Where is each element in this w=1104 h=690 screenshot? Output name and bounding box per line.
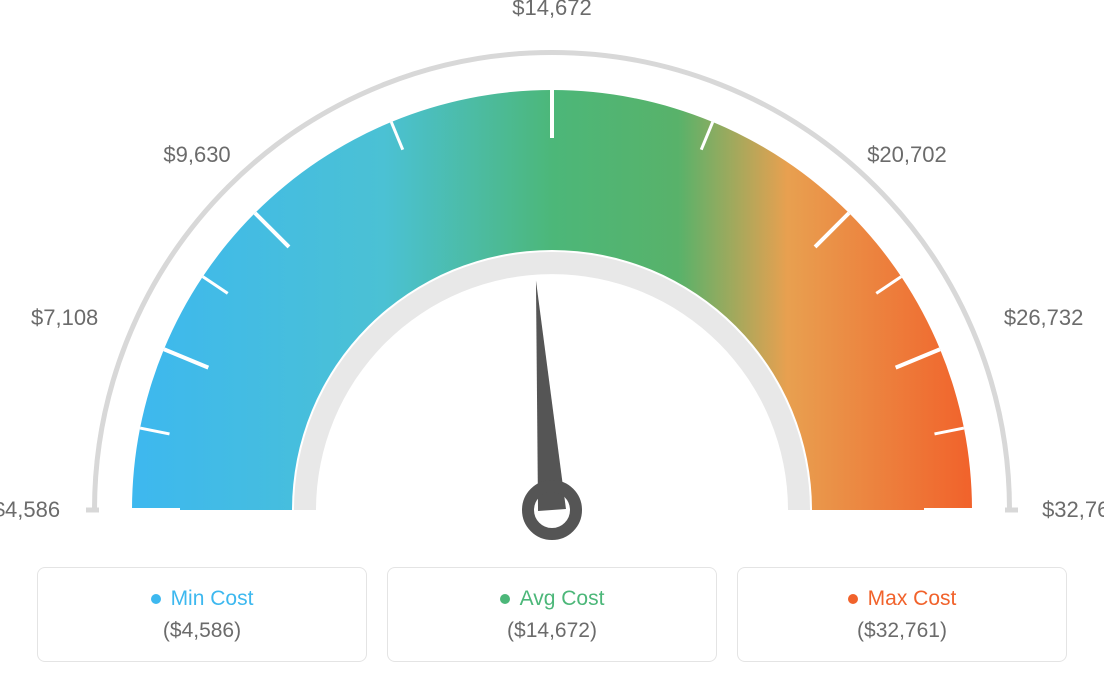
gauge-tick-label: $20,702 <box>867 142 947 168</box>
gauge-tick-label: $9,630 <box>163 142 230 168</box>
legend-min-value: ($4,586) <box>163 619 241 643</box>
legend-avg-label: Avg Cost <box>520 587 605 611</box>
gauge-tick-label: $4,586 <box>0 497 60 523</box>
legend-card-min: Min Cost ($4,586) <box>37 567 367 662</box>
gauge-chart: $4,586$7,108$9,630$14,672$20,702$26,732$… <box>52 10 1052 550</box>
legend-card-max: Max Cost ($32,761) <box>737 567 1067 662</box>
legend-row: Min Cost ($4,586) Avg Cost ($14,672) Max… <box>0 567 1104 662</box>
legend-max-label: Max Cost <box>868 587 957 611</box>
legend-avg-value: ($14,672) <box>507 619 597 643</box>
gauge-tick-label: $7,108 <box>31 305 98 331</box>
legend-min-label: Min Cost <box>171 587 254 611</box>
legend-max-value: ($32,761) <box>857 619 947 643</box>
legend-max-top: Max Cost <box>848 587 957 611</box>
legend-avg-top: Avg Cost <box>500 587 605 611</box>
legend-card-avg: Avg Cost ($14,672) <box>387 567 717 662</box>
dot-icon <box>151 594 161 604</box>
gauge-tick-label: $26,732 <box>1004 305 1084 331</box>
gauge-tick-label: $32,761 <box>1042 497 1104 523</box>
legend-min-top: Min Cost <box>151 587 254 611</box>
gauge-tick-label: $14,672 <box>512 0 592 21</box>
gauge-svg <box>52 10 1052 550</box>
dot-icon <box>500 594 510 604</box>
dot-icon <box>848 594 858 604</box>
